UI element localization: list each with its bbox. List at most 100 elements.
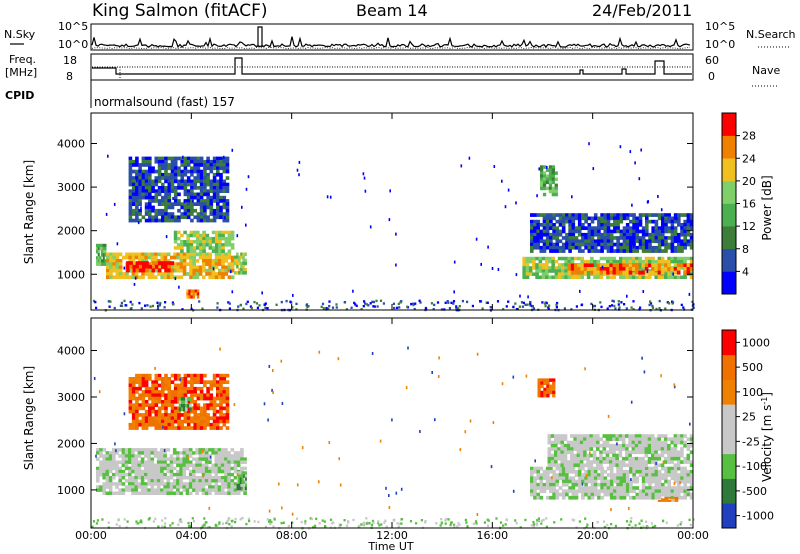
heatmap-cell	[622, 249, 627, 253]
colorbar-tick-label: 28	[742, 130, 756, 143]
heatmap-cell	[621, 434, 626, 438]
heatmap-cell	[577, 223, 582, 227]
heatmap-cell	[141, 275, 145, 280]
heatmap-cell	[220, 491, 225, 495]
heatmap-cell	[129, 300, 132, 304]
heatmap-cell	[689, 236, 694, 240]
heatmap-cell	[164, 419, 168, 424]
heatmap-cell	[151, 396, 155, 401]
heatmap-cell	[613, 479, 617, 484]
heatmap-cell	[549, 216, 553, 221]
heatmap-cell	[164, 166, 168, 171]
heatmap-cell	[148, 166, 152, 171]
heatmap-cell	[182, 155, 184, 159]
heatmap-cell	[118, 476, 122, 480]
heatmap-cell	[190, 199, 194, 203]
heatmap-cell	[104, 253, 107, 257]
heatmap-cell	[686, 447, 691, 451]
heatmap-cell	[651, 489, 655, 494]
heatmap-cell	[558, 239, 563, 244]
heatmap-cell	[224, 448, 228, 452]
heatmap-cell	[170, 419, 175, 424]
heatmap-cell	[154, 189, 159, 193]
heatmap-cell	[686, 443, 691, 448]
heatmap-cell	[218, 275, 222, 280]
heatmap-cell	[631, 447, 636, 451]
heatmap-cell	[128, 163, 133, 167]
heatmap-cell	[208, 469, 212, 474]
heatmap-cell	[615, 463, 619, 468]
heatmap-cell	[638, 463, 642, 468]
heatmap-cell	[603, 216, 608, 221]
heatmap-cell	[196, 186, 201, 190]
heatmap-cell	[239, 518, 242, 521]
heatmap-cell	[536, 236, 540, 240]
heatmap-cell	[225, 416, 230, 421]
heatmap-cell	[512, 375, 515, 379]
heatmap-cell	[552, 213, 556, 217]
heatmap-cell	[198, 485, 203, 489]
heatmap-cell	[170, 186, 175, 190]
heatmap-cell	[222, 377, 227, 381]
heatmap-cell	[645, 223, 649, 227]
heatmap-cell	[173, 218, 178, 223]
heatmap-cell	[597, 473, 601, 477]
heatmap-cell	[628, 460, 632, 464]
heatmap-cell	[144, 189, 149, 193]
heatmap-cell	[609, 256, 613, 261]
heatmap-cell	[502, 308, 505, 311]
heatmap-cell	[670, 272, 675, 276]
heatmap-cell	[167, 182, 172, 187]
heatmap-cell	[550, 443, 555, 448]
heatmap-cell	[641, 434, 645, 438]
heatmap-cell	[538, 167, 540, 171]
heatmap-cell	[548, 180, 553, 185]
heatmap-cell	[209, 422, 214, 427]
heatmap-cell	[606, 486, 611, 490]
heatmap-cell	[541, 266, 546, 270]
heatmap-cell	[625, 479, 630, 484]
heatmap-cell	[629, 232, 633, 237]
heatmap-cell	[186, 373, 191, 378]
heatmap-cell	[555, 492, 560, 497]
heatmap-cell	[199, 380, 204, 384]
heatmap-cell	[163, 463, 167, 468]
heatmap-cell	[128, 159, 133, 164]
heatmap-cell	[619, 486, 624, 490]
heatmap-cell	[163, 457, 167, 461]
heatmap-cell	[586, 267, 591, 271]
y-tick-label: 1000	[57, 268, 85, 281]
heatmap-cell	[597, 232, 601, 237]
heatmap-cell	[543, 393, 547, 398]
heatmap-cell	[689, 216, 694, 221]
heatmap-cell	[163, 482, 167, 486]
heatmap-cell	[135, 163, 139, 167]
heatmap-cell	[147, 268, 152, 273]
heatmap-cell	[204, 454, 209, 458]
heatmap-cell	[208, 236, 213, 241]
heatmap-cell	[214, 469, 219, 474]
heatmap-cell	[542, 180, 547, 185]
heatmap-cell	[172, 485, 177, 489]
heatmap-cell	[177, 186, 181, 190]
heatmap-cell	[641, 473, 646, 477]
heatmap-cell	[126, 261, 130, 266]
heatmap-cell	[352, 289, 354, 293]
heatmap-cell	[657, 443, 661, 448]
heatmap-cell	[587, 476, 592, 481]
heatmap-cell	[673, 249, 678, 253]
heatmap-cell	[651, 236, 655, 240]
heatmap-cell	[166, 448, 171, 452]
heatmap-cell	[296, 168, 299, 172]
heatmap-cell	[686, 226, 691, 230]
heatmap-cell	[233, 463, 238, 468]
heatmap-cell	[208, 482, 212, 486]
heatmap-cell	[172, 448, 177, 452]
heatmap-cell	[180, 407, 184, 412]
heatmap-cell	[465, 521, 468, 524]
heatmap-cell	[266, 307, 269, 310]
heatmap-cell	[661, 492, 665, 497]
heatmap-cell	[157, 413, 162, 417]
heatmap-cell	[153, 491, 158, 495]
heatmap-cell	[183, 383, 188, 388]
